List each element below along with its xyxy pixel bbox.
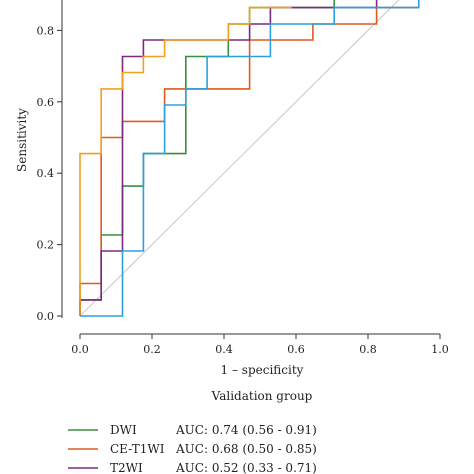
reference-diagonal-line (79, 0, 400, 317)
legend-series-name: DWI (110, 423, 137, 437)
y-tick-label: 0.0 (37, 310, 55, 323)
roc-curve-series-5 (80, 0, 420, 317)
legend: DWI AUC: 0.74 (0.56 - 0.91) CE-T1WI AUC: 0.… (68, 423, 317, 474)
y-tick-label: 0.2 (37, 239, 55, 252)
roc-curve-ce-t1wi (79, 6, 419, 316)
legend-auc-value: AUC: 0.52 (0.33 - 0.71) (175, 461, 317, 474)
legend-series-name: CE-T1WI (110, 442, 165, 456)
legend-auc-value: AUC: 0.74 (0.56 - 0.91) (175, 423, 317, 437)
y-tick-label: 0.6 (37, 96, 55, 109)
x-tick-label: 0.8 (359, 343, 377, 356)
x-tick-label: 0.4 (215, 343, 233, 356)
legend-series-name: T2WI (110, 461, 143, 474)
x-axis-title: 1 – specificity (221, 363, 304, 377)
y-tick-label: 0.4 (37, 167, 55, 180)
legend-auc-value: AUC: 0.68 (0.50 - 0.85) (175, 442, 317, 456)
roc-curves (79, 0, 420, 317)
subtitle: Validation group (211, 389, 313, 403)
y-axis-title: Sensitivity (15, 108, 29, 172)
roc-curve-series-4 (79, 6, 292, 316)
x-ticks: 0.0 0.2 0.4 0.6 0.8 1.0 (71, 334, 449, 356)
y-ticks: 0.0 0.2 0.4 0.6 0.8 (37, 24, 62, 323)
x-tick-label: 0.6 (287, 343, 305, 356)
y-tick-label: 0.8 (37, 24, 55, 37)
x-tick-label: 0.0 (71, 343, 89, 356)
x-tick-label: 0.2 (143, 343, 161, 356)
x-tick-label: 1.0 (431, 343, 449, 356)
